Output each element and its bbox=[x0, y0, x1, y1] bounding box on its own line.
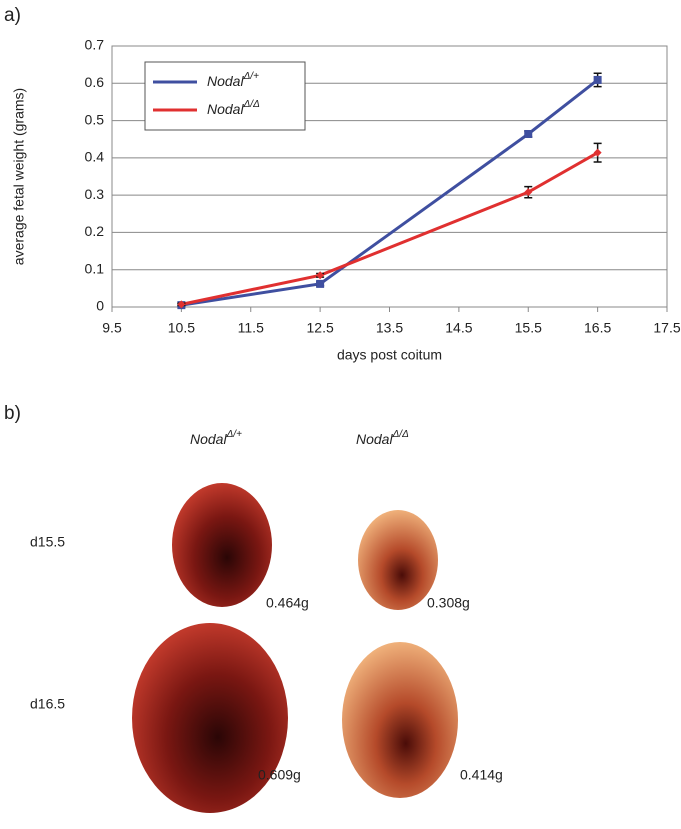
plot-frame bbox=[111, 45, 668, 308]
weight-label: 0.308g bbox=[427, 595, 470, 611]
x-axis-label: days post coitum bbox=[337, 347, 442, 363]
row-label: d16.5 bbox=[30, 696, 65, 712]
column-header: NodalΔ/Δ bbox=[356, 429, 409, 447]
y-tick-label: 0.7 bbox=[85, 37, 105, 53]
legend-label: NodalΔ/+ bbox=[207, 71, 259, 89]
y-tick-label: 0.5 bbox=[85, 111, 105, 127]
point bbox=[177, 300, 186, 309]
point bbox=[593, 75, 602, 84]
x-tick-label: 9.5 bbox=[102, 320, 122, 336]
y-tick-label: 0.3 bbox=[85, 186, 105, 202]
legend-label: NodalΔ/Δ bbox=[207, 99, 260, 117]
weight-label: 0.414g bbox=[460, 767, 503, 783]
weight-label: 0.609g bbox=[258, 767, 301, 783]
x-tick-label: 12.5 bbox=[307, 320, 334, 336]
x-tick-label: 15.5 bbox=[515, 320, 542, 336]
x-tick-label: 16.5 bbox=[584, 320, 611, 336]
point bbox=[593, 148, 602, 157]
x-tick-label: 11.5 bbox=[238, 320, 264, 336]
y-tick-label: 0.1 bbox=[85, 260, 105, 276]
y-axis-label: average fetal weight (grams) bbox=[11, 88, 27, 265]
point bbox=[524, 188, 533, 197]
point bbox=[524, 129, 533, 138]
panel-label: a) bbox=[4, 5, 21, 26]
embryo-photos bbox=[132, 483, 458, 813]
embryo-image bbox=[172, 483, 272, 607]
x-tick-label: 10.5 bbox=[168, 320, 195, 336]
series-line bbox=[181, 78, 599, 307]
y-tick-label: 0.2 bbox=[85, 223, 105, 239]
embryo-image bbox=[358, 510, 438, 610]
embryo-image bbox=[342, 642, 458, 798]
y-tick-label: 0 bbox=[96, 298, 104, 314]
x-tick-label: 13.5 bbox=[376, 320, 403, 336]
y-tick-label: 0.6 bbox=[85, 74, 105, 90]
x-tick-label: 17.5 bbox=[653, 320, 680, 336]
panel-label: b) bbox=[4, 403, 21, 424]
row-label: d15.5 bbox=[30, 534, 65, 550]
point bbox=[316, 279, 325, 288]
column-header: NodalΔ/+ bbox=[190, 429, 242, 447]
weight-label: 0.464g bbox=[266, 595, 309, 611]
y-tick-label: 0.4 bbox=[85, 149, 105, 165]
point bbox=[316, 271, 325, 280]
series-line bbox=[181, 151, 599, 306]
legend-box bbox=[144, 61, 306, 131]
embryo-image bbox=[132, 623, 288, 813]
x-tick-label: 14.5 bbox=[445, 320, 472, 336]
